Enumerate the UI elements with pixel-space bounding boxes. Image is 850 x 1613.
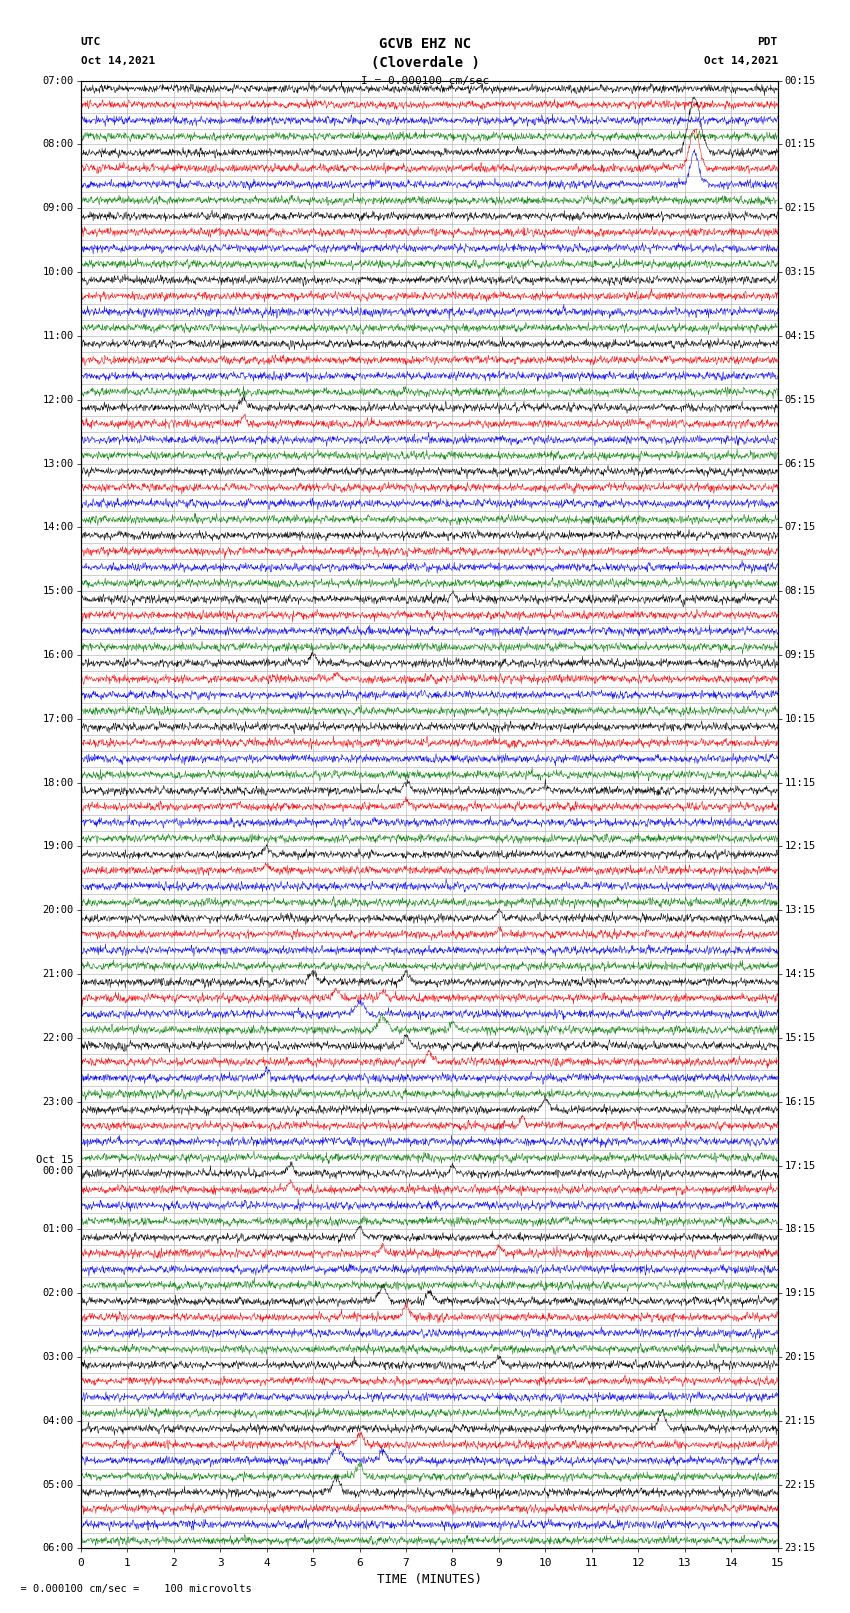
Text: GCVB EHZ NC: GCVB EHZ NC [379,37,471,52]
Text: Oct 14,2021: Oct 14,2021 [81,56,155,66]
Text: UTC: UTC [81,37,101,47]
Text: Oct 14,2021: Oct 14,2021 [704,56,778,66]
Text: PDT: PDT [757,37,778,47]
Text: = 0.000100 cm/sec =    100 microvolts: = 0.000100 cm/sec = 100 microvolts [8,1584,252,1594]
Text: (Cloverdale ): (Cloverdale ) [371,56,479,71]
Text: I = 0.000100 cm/sec: I = 0.000100 cm/sec [361,76,489,85]
X-axis label: TIME (MINUTES): TIME (MINUTES) [377,1573,482,1586]
